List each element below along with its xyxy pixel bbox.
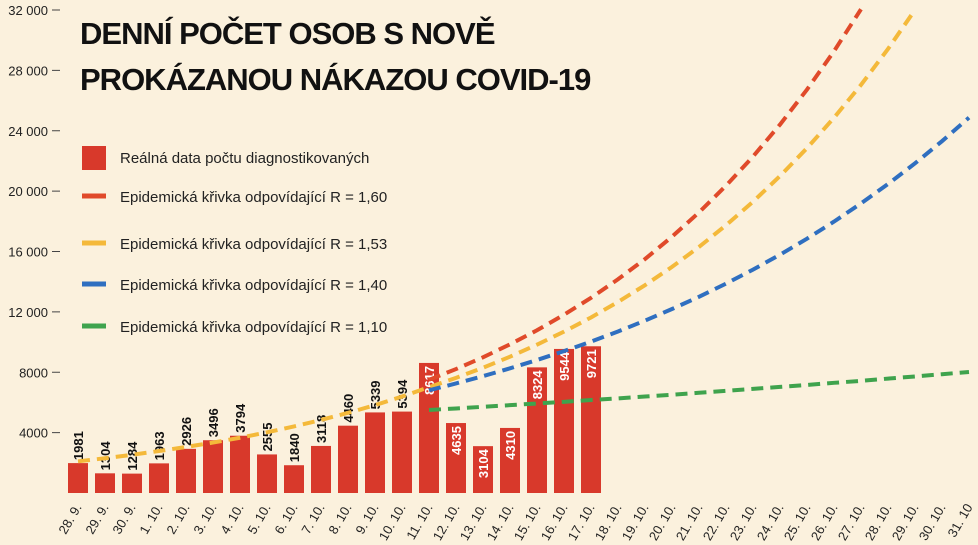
bar (392, 411, 412, 493)
value-label: 1840 (287, 433, 302, 462)
value-label: 2926 (179, 417, 194, 446)
y-tick-label: 4000 (19, 426, 48, 441)
y-tick-label: 32 000 (8, 3, 48, 18)
value-label: 3104 (476, 448, 491, 478)
bar (230, 435, 250, 493)
value-label: 1981 (71, 431, 86, 460)
bar (122, 473, 142, 493)
value-label: 1284 (125, 441, 140, 471)
bar (500, 427, 520, 493)
value-label: 8324 (530, 370, 545, 400)
value-label: 9721 (584, 349, 599, 378)
value-label: 3118 (314, 415, 329, 443)
bar (284, 465, 304, 493)
value-label: 5394 (395, 379, 410, 409)
y-tick-label: 20 000 (8, 184, 48, 199)
legend-label: Epidemická křivka odpovídající R = 1,10 (120, 319, 387, 336)
bar (95, 473, 115, 493)
legend-label: Epidemická křivka odpovídající R = 1,53 (120, 236, 387, 253)
bar (203, 440, 223, 493)
bar (419, 362, 439, 493)
bar (446, 423, 466, 493)
bar (473, 446, 493, 493)
legend-label: Epidemická křivka odpovídající R = 1,60 (120, 189, 387, 206)
bar (365, 412, 385, 493)
bar (554, 348, 574, 493)
value-label: 4310 (503, 431, 518, 460)
value-label: 9544 (557, 351, 572, 381)
bar (68, 463, 88, 493)
value-label: 1304 (98, 441, 113, 471)
trend-line (428, 116, 971, 393)
trend-line (77, 8, 917, 464)
y-tick-label: 28 000 (8, 63, 48, 78)
legend-label: Epidemická křivka odpovídající R = 1,40 (120, 277, 387, 294)
chart-subtitle: PROKÁZANOU NÁKAZOU COVID-19 (80, 62, 591, 97)
value-label: 3794 (233, 403, 248, 433)
legend-label: Reálná data počtu diagnostikovaných (120, 150, 369, 167)
bar (527, 367, 547, 493)
bar (338, 425, 358, 493)
legend-marker (82, 146, 106, 170)
chart-title: DENNÍ POČET OSOB S NOVĚ (80, 15, 495, 51)
y-tick-label: 16 000 (8, 245, 48, 260)
bar (581, 346, 601, 493)
trend-line (428, 369, 970, 412)
bar (176, 448, 196, 493)
bar (149, 463, 169, 493)
y-tick-label: 12 000 (8, 305, 48, 320)
value-label: 3496 (206, 408, 221, 437)
value-label: 4635 (449, 426, 464, 455)
value-label: 1963 (152, 431, 167, 460)
y-tick-label: 8000 (19, 365, 48, 380)
y-tick-label: 24 000 (8, 124, 48, 139)
value-label: 4460 (341, 394, 356, 423)
bar (311, 445, 331, 493)
bar (257, 454, 277, 493)
trend-line (428, 8, 863, 382)
value-label: 2555 (260, 423, 275, 452)
